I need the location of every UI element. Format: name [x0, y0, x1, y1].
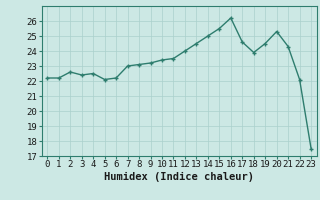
- X-axis label: Humidex (Indice chaleur): Humidex (Indice chaleur): [104, 172, 254, 182]
